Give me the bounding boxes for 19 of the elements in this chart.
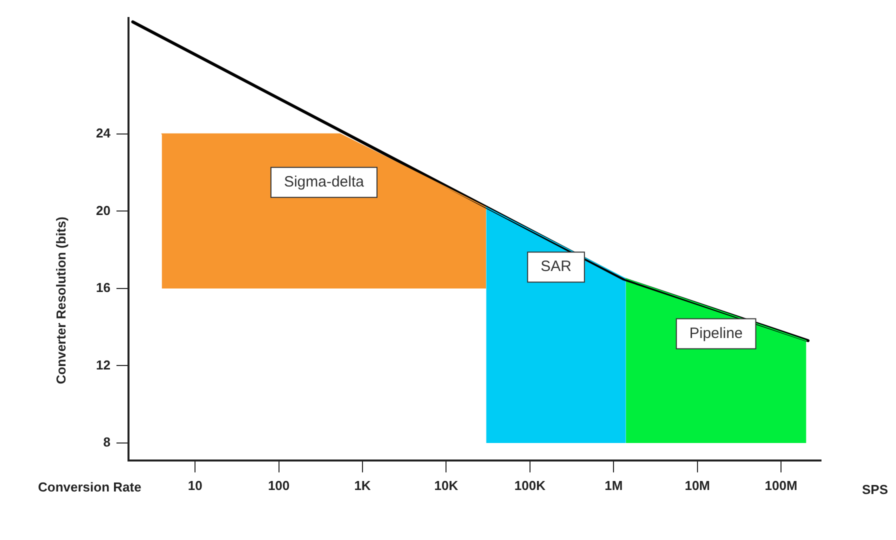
- y-tick-label: 24: [96, 125, 112, 140]
- series-label: Pipeline: [689, 324, 743, 342]
- x-tick-label: 1M: [604, 478, 623, 493]
- x-tick-label: 1K: [354, 478, 372, 493]
- x-tick-label: 10K: [434, 478, 459, 493]
- x-axis-title: Conversion Rate: [38, 480, 142, 495]
- x-tick-label: 10M: [684, 478, 710, 493]
- y-tick-label: 12: [96, 357, 110, 372]
- series-label: Sigma-delta: [284, 174, 365, 191]
- x-tick-label: 100: [268, 478, 290, 493]
- y-tick-label: 8: [103, 434, 110, 450]
- series-label: SAR: [540, 258, 572, 276]
- x-tick-label: 10: [188, 478, 202, 493]
- y-axis-title: Converter Resolution (bits): [54, 216, 69, 384]
- x-tick-label: 100K: [514, 478, 546, 493]
- y-tick-label: 20: [96, 202, 110, 218]
- text: SPS: [862, 482, 888, 497]
- y-tick-label: 16: [96, 280, 110, 296]
- x-tick-label: 100M: [764, 478, 798, 493]
